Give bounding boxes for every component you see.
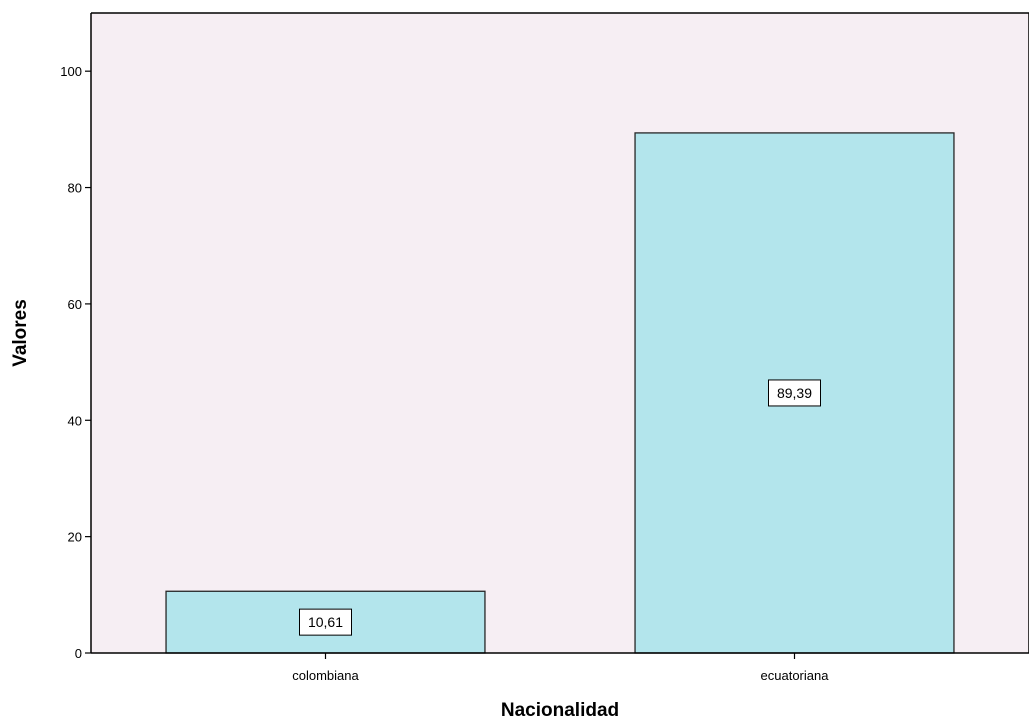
y-axis-ticks: 0 20 40 60 80 100	[60, 64, 91, 661]
data-label-box	[299, 608, 352, 636]
y-axis-title: Valores	[10, 299, 31, 367]
data-label: 10,61	[308, 614, 343, 630]
x-tick-label: ecuatoriana	[761, 668, 830, 683]
y-tick-label: 40	[68, 413, 82, 428]
y-tick-label: 0	[75, 646, 82, 661]
x-tick-label: colombiana	[292, 668, 359, 683]
x-axis-ticks: colombiana ecuatoriana	[292, 653, 829, 683]
y-tick-label: 80	[68, 181, 82, 196]
x-axis-title: Nacionalidad	[501, 700, 619, 721]
data-label: 89,39	[777, 385, 812, 401]
y-tick-label: 60	[68, 297, 82, 312]
axes	[90, 12, 1029, 654]
data-labels: 10,61 89,39	[299, 379, 821, 636]
y-tick-label: 20	[68, 530, 82, 545]
data-label-box	[768, 379, 821, 407]
y-tick-label: 100	[60, 64, 82, 79]
